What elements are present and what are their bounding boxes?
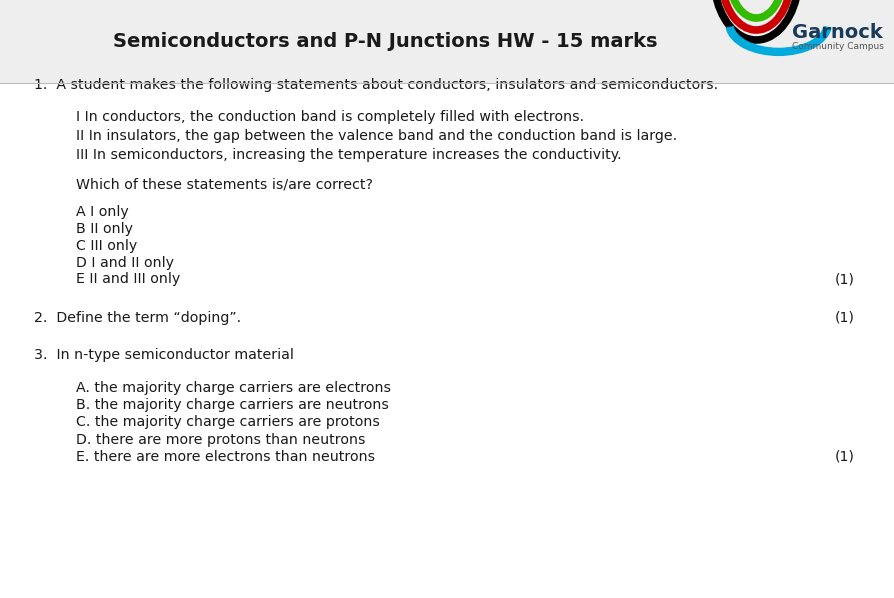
Text: III In semiconductors, increasing the temperature increases the conductivity.: III In semiconductors, increasing the te… — [76, 148, 621, 162]
Text: E. there are more electrons than neutrons: E. there are more electrons than neutron… — [76, 450, 375, 464]
Text: (1): (1) — [834, 450, 854, 464]
Text: Garnock: Garnock — [791, 23, 881, 42]
Text: B II only: B II only — [76, 222, 133, 236]
Text: II In insulators, the gap between the valence band and the conduction band is la: II In insulators, the gap between the va… — [76, 129, 677, 143]
Text: A I only: A I only — [76, 205, 129, 219]
Text: D. there are more protons than neutrons: D. there are more protons than neutrons — [76, 432, 365, 447]
Text: B. the majority charge carriers are neutrons: B. the majority charge carriers are neut… — [76, 398, 389, 412]
Text: Community Campus: Community Campus — [791, 42, 883, 51]
Text: Which of these statements is/are correct?: Which of these statements is/are correct… — [76, 177, 373, 191]
Bar — [0, 0, 894, 83]
Text: 1.  A student makes the following statements about conductors, insulators and se: 1. A student makes the following stateme… — [34, 78, 717, 92]
Text: Semiconductors and P-N Junctions HW - 15 marks: Semiconductors and P-N Junctions HW - 15… — [113, 32, 656, 51]
Text: (1): (1) — [834, 310, 854, 325]
Text: I In conductors, the conduction band is completely filled with electrons.: I In conductors, the conduction band is … — [76, 109, 584, 124]
Text: E II and III only: E II and III only — [76, 272, 180, 286]
Text: C. the majority charge carriers are protons: C. the majority charge carriers are prot… — [76, 415, 380, 429]
Text: A. the majority charge carriers are electrons: A. the majority charge carriers are elec… — [76, 380, 391, 395]
Text: D I and II only: D I and II only — [76, 255, 173, 270]
Text: 3.  In n-type semiconductor material: 3. In n-type semiconductor material — [34, 348, 293, 362]
Text: 2.  Define the term “doping”.: 2. Define the term “doping”. — [34, 310, 240, 325]
Text: C III only: C III only — [76, 239, 137, 253]
Text: (1): (1) — [834, 272, 854, 286]
